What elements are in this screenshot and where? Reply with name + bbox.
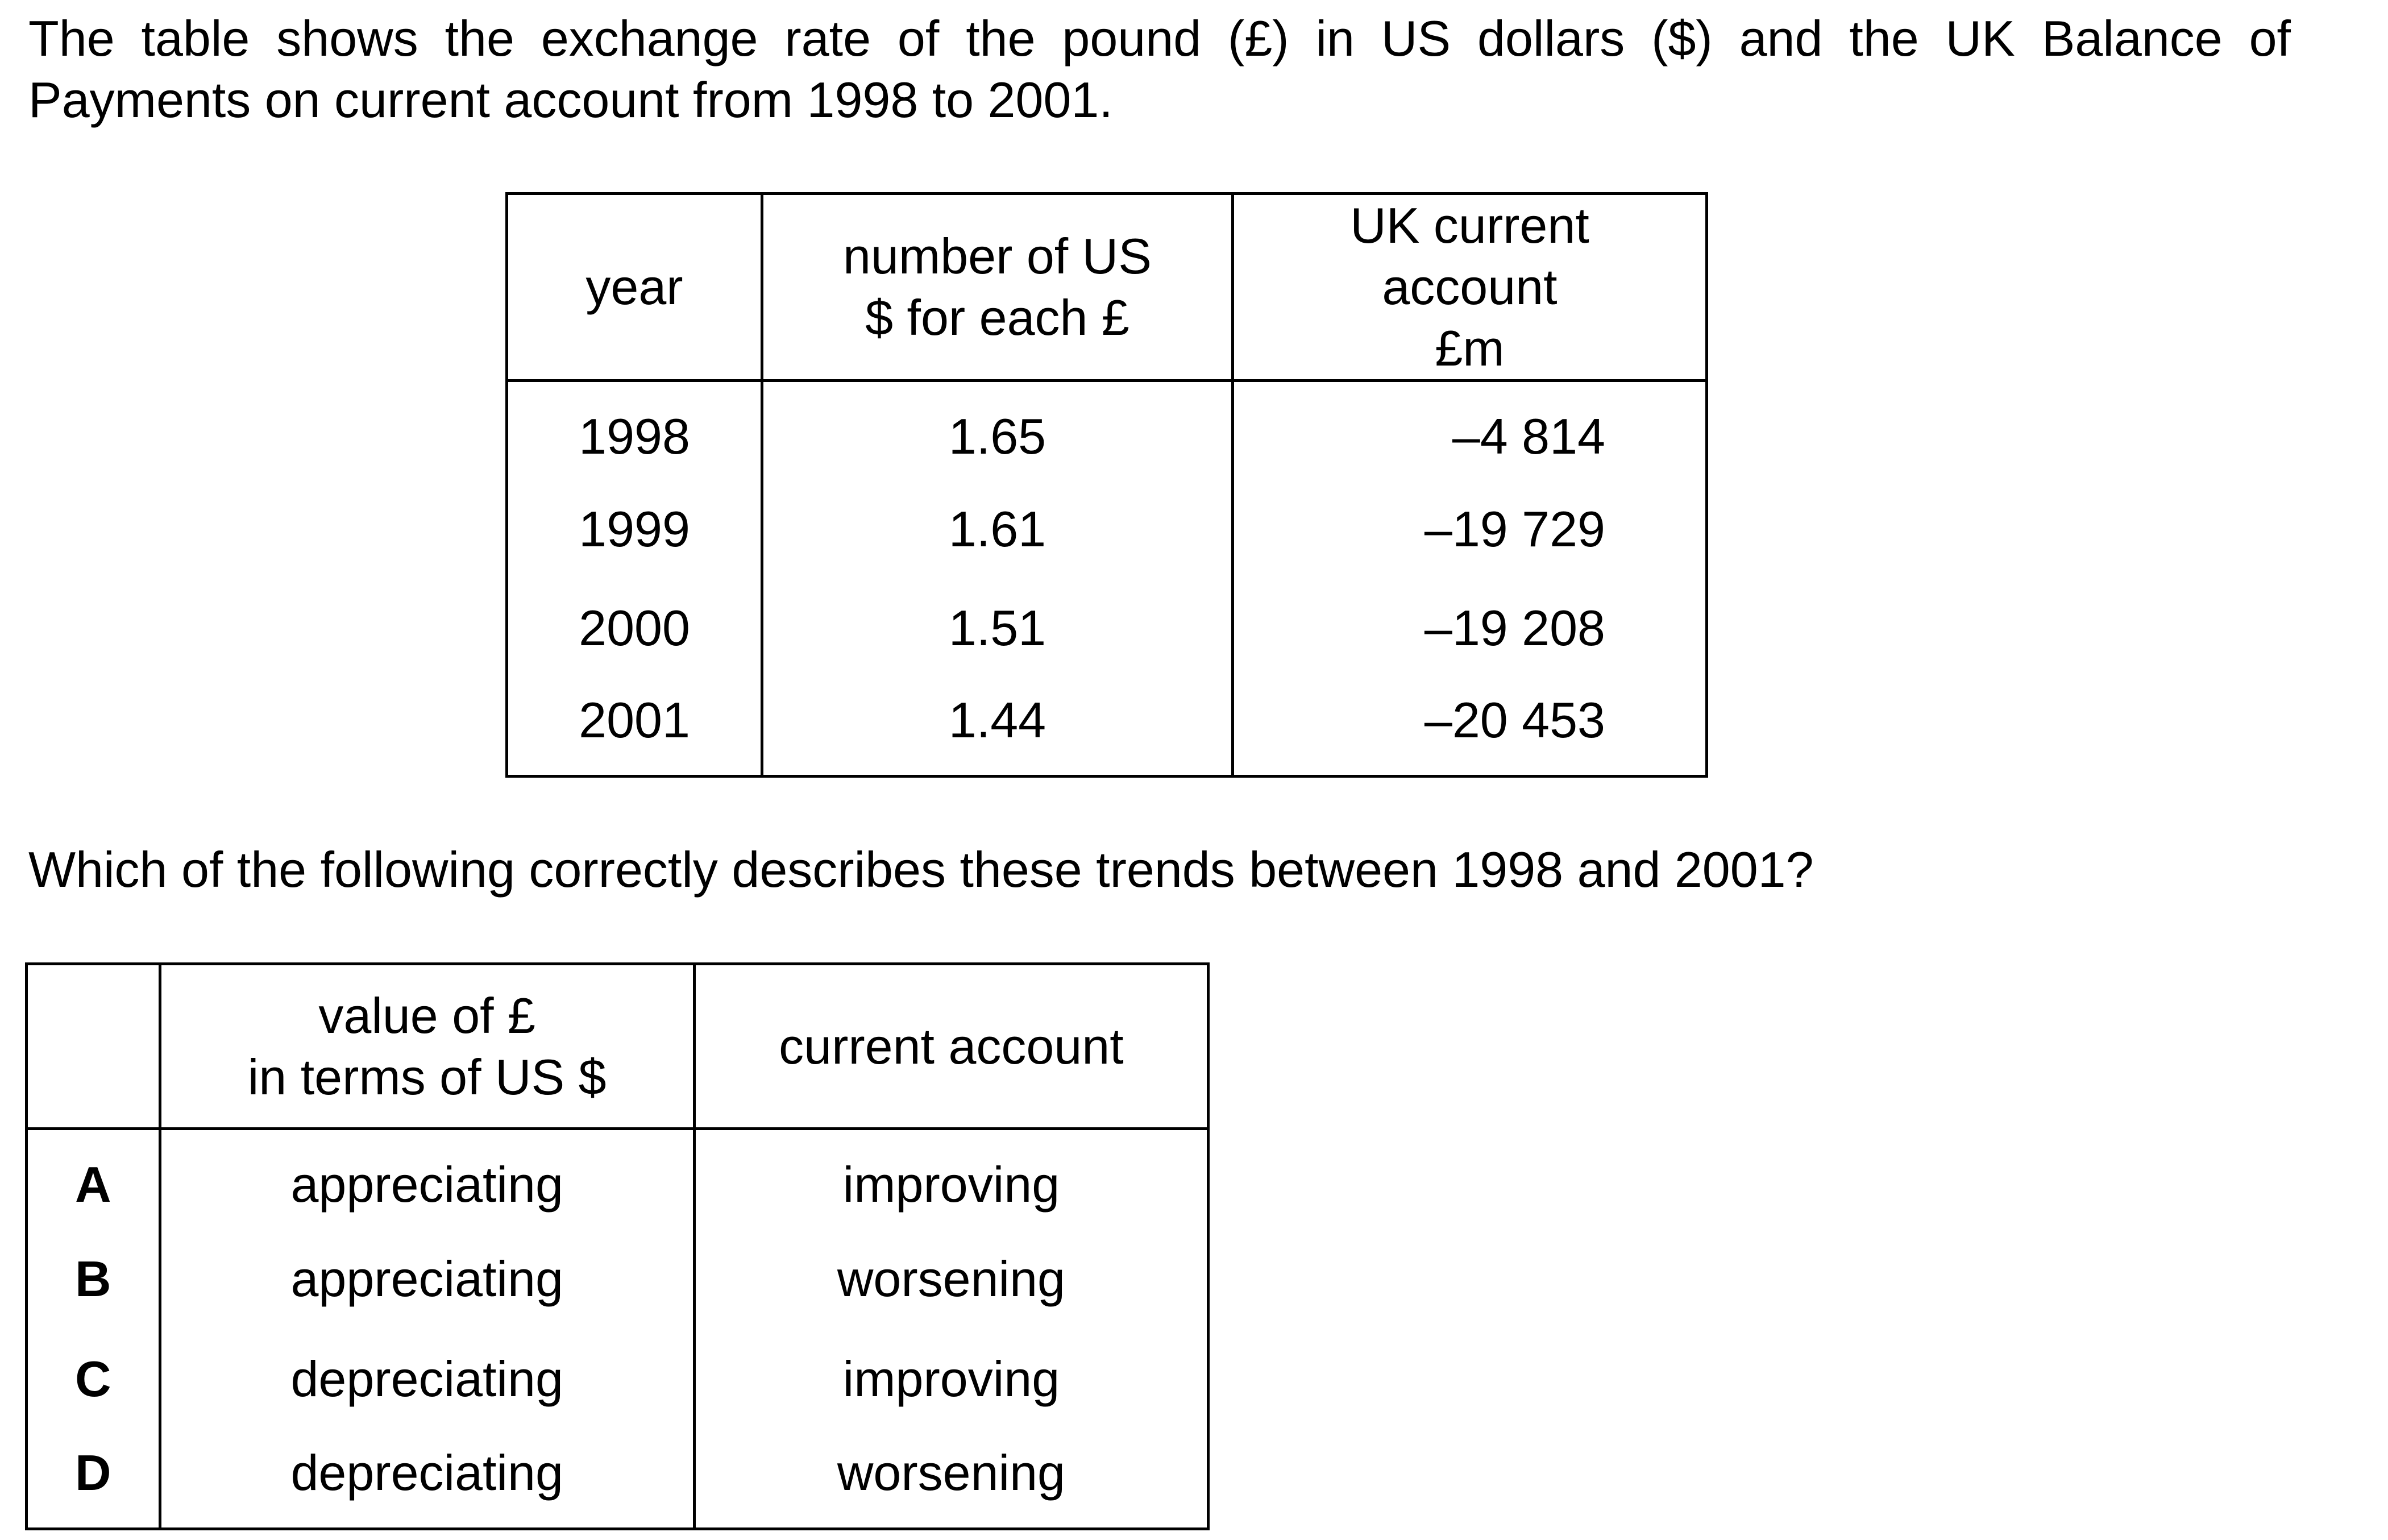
option-current: improving <box>692 1128 1210 1229</box>
cell-current-account: –20 453 <box>1231 677 1709 777</box>
cell-rate: 1.44 <box>761 677 1234 777</box>
answer-option-d[interactable]: D depreciating worsening <box>25 1429 1210 1529</box>
option-value: depreciating <box>158 1329 696 1429</box>
cell-year: 1998 <box>505 380 764 480</box>
option-letter: A <box>25 1128 161 1229</box>
option-current: improving <box>692 1329 1210 1429</box>
header-year: year <box>505 193 764 382</box>
answer-option-a[interactable]: A appreciating improving <box>25 1128 1210 1229</box>
cell-rate: 1.51 <box>761 578 1234 678</box>
option-value: depreciating <box>158 1429 696 1529</box>
cell-rate: 1.65 <box>761 380 1234 480</box>
header-letter <box>25 964 161 1130</box>
option-current: worsening <box>692 1228 1210 1329</box>
header-current-account: current account <box>692 964 1210 1130</box>
answer-options-table: value of £ in terms of US $ current accou… <box>25 962 1210 1530</box>
cell-current-account: –19 729 <box>1231 479 1709 579</box>
option-letter: D <box>25 1429 161 1529</box>
option-letter: B <box>25 1228 161 1329</box>
option-value: appreciating <box>158 1128 696 1229</box>
options-header-row: value of £ in terms of US $ current accou… <box>25 964 1210 1130</box>
header-exchange-rate: number of US $ for each £ <box>761 193 1234 382</box>
option-current: worsening <box>692 1429 1210 1529</box>
question-intro: The table shows the exchange rate of the… <box>28 10 2291 128</box>
option-value: appreciating <box>158 1228 696 1329</box>
header-current-account: UK current account £m <box>1231 193 1709 382</box>
cell-year: 2001 <box>505 677 764 777</box>
question-prompt: Which of the following correctly describ… <box>28 841 1814 898</box>
table-header-row: year number of US $ for each £ UK current… <box>505 193 1709 382</box>
exchange-rate-table: year number of US $ for each £ UK current… <box>505 192 1709 778</box>
table-row: 1998 1.65 –4 814 <box>505 380 1709 480</box>
table-row: 2001 1.44 –20 453 <box>505 677 1709 777</box>
table-row: 1999 1.61 –19 729 <box>505 479 1709 579</box>
cell-current-account: –19 208 <box>1231 578 1709 678</box>
header-value-of-pound: value of £ in terms of US $ <box>158 964 696 1130</box>
cell-rate: 1.61 <box>761 479 1234 579</box>
table-row: 2000 1.51 –19 208 <box>505 578 1709 678</box>
cell-current-account: –4 814 <box>1231 380 1709 480</box>
option-letter: C <box>25 1329 161 1429</box>
answer-option-b[interactable]: B appreciating worsening <box>25 1228 1210 1329</box>
answer-option-c[interactable]: C depreciating improving <box>25 1329 1210 1429</box>
cell-year: 2000 <box>505 578 764 678</box>
cell-year: 1999 <box>505 479 764 579</box>
